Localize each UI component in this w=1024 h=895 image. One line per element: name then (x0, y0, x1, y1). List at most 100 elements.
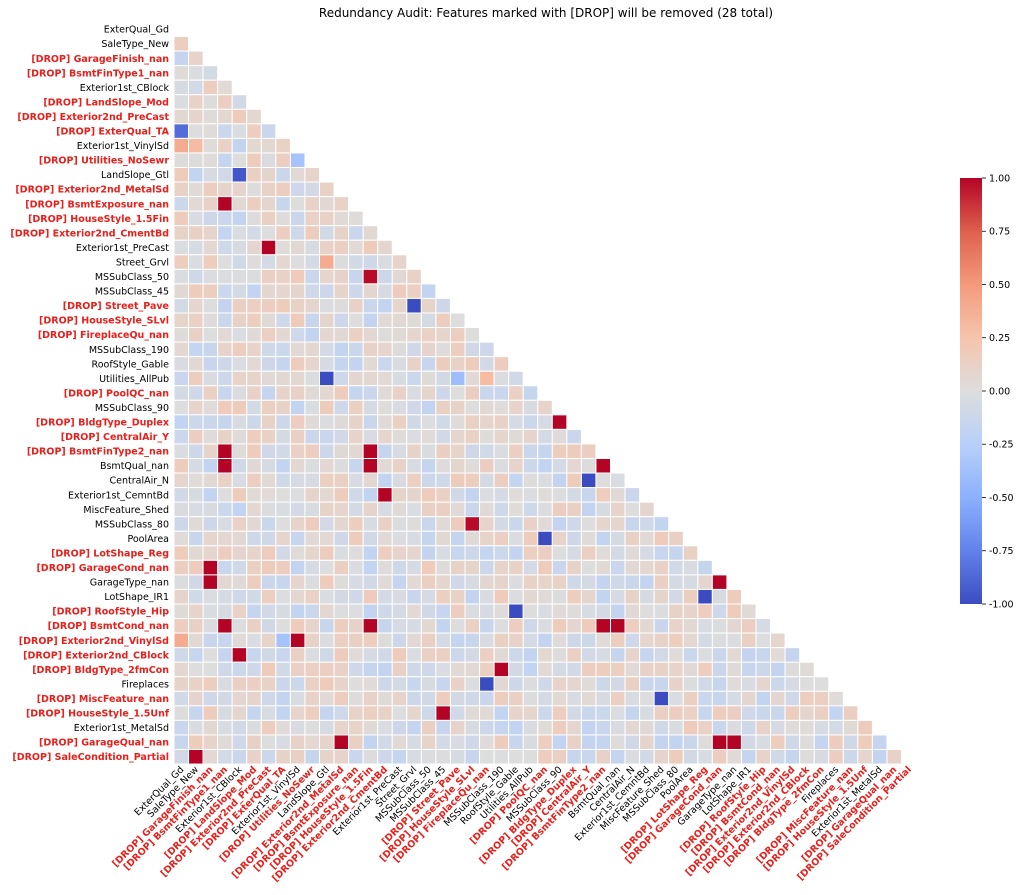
heatmap-cell (188, 356, 204, 372)
heatmap-cell (231, 588, 248, 605)
heatmap-cell (493, 647, 510, 663)
heatmap-cell (508, 545, 524, 561)
heatmap-cell (391, 327, 408, 343)
heatmap-cell (188, 443, 204, 460)
heatmap-cell (813, 749, 830, 765)
heatmap-cell (319, 399, 335, 416)
heatmap-cell (173, 414, 190, 430)
heatmap-cell (668, 618, 684, 634)
heatmap-cell (260, 574, 277, 590)
heatmap-cell (377, 705, 393, 721)
heatmap-cell (304, 516, 321, 532)
heatmap-cell (319, 196, 335, 212)
heatmap-cell (173, 530, 190, 547)
heatmap-cell (333, 443, 350, 460)
heatmap-cell (217, 618, 233, 634)
heatmap-cell (726, 632, 742, 649)
heatmap-cell (319, 458, 335, 474)
heatmap-cell (275, 283, 291, 299)
heatmap-cell (435, 487, 451, 503)
heatmap-cell (493, 603, 510, 620)
heatmap-cell (508, 734, 524, 751)
heatmap-cell (595, 487, 612, 503)
heatmap-cell (377, 283, 393, 299)
heatmap-cell (173, 65, 190, 81)
heatmap-cell (188, 472, 204, 489)
heatmap-cell (537, 705, 553, 721)
heatmap-cell (202, 312, 219, 329)
heatmap-cell (260, 530, 277, 547)
heatmap-cell (246, 487, 262, 503)
heatmap-cell (275, 458, 291, 474)
heatmap-cell (580, 719, 597, 736)
heatmap-cell (260, 268, 277, 285)
heatmap-cell (726, 647, 742, 663)
heatmap-cell (202, 734, 219, 751)
heatmap-cell (246, 239, 262, 256)
heatmap-cell (377, 690, 393, 707)
heatmap-cell (435, 356, 451, 372)
heatmap-cell (231, 399, 248, 416)
heatmap-cell (289, 647, 306, 663)
heatmap-cell (464, 516, 481, 532)
heatmap-cell (173, 225, 190, 241)
heatmap-cell (289, 297, 306, 314)
heatmap-cell (275, 734, 291, 751)
heatmap-cell (391, 487, 408, 503)
heatmap-cell (362, 530, 379, 547)
heatmap-cell (595, 458, 612, 474)
heatmap-cell (173, 341, 190, 358)
heatmap-cell (391, 428, 408, 445)
colorbar-tick-label: -1.00 (989, 599, 1014, 610)
heatmap-cell (420, 501, 437, 518)
heatmap-cell (406, 443, 422, 460)
heatmap-cell (668, 734, 684, 751)
y-tick-label: [DROP] BldgType_Duplex (36, 418, 169, 429)
heatmap-cell (202, 152, 219, 168)
heatmap-cell (697, 559, 713, 576)
heatmap-cell (231, 618, 248, 634)
heatmap-cell (260, 588, 277, 605)
heatmap-cell (173, 283, 190, 299)
heatmap-cell (697, 734, 713, 751)
heatmap-cell (231, 632, 248, 649)
y-tick-label: [DROP] GarageFinish_nan (31, 54, 169, 65)
heatmap-cell (391, 749, 408, 765)
heatmap-cell (319, 254, 335, 270)
heatmap-cell (362, 487, 379, 503)
heatmap-cell (449, 574, 466, 590)
heatmap-cell (726, 690, 742, 707)
heatmap-cell (333, 458, 350, 474)
heatmap-cell (522, 443, 539, 460)
heatmap-cell (231, 574, 248, 590)
heatmap-cell (202, 661, 219, 678)
heatmap-cell (289, 603, 306, 620)
heatmap-cell (217, 356, 233, 372)
heatmap-cell (231, 472, 248, 489)
heatmap-cell (319, 734, 335, 751)
heatmap-cell (639, 603, 655, 620)
heatmap-cell (464, 458, 481, 474)
heatmap-cell (202, 618, 219, 634)
heatmap-cell (362, 399, 379, 416)
heatmap-cell (566, 676, 582, 692)
heatmap-cell (508, 530, 524, 547)
heatmap-cell (362, 661, 379, 678)
heatmap-cell (464, 545, 481, 561)
heatmap-cell (566, 618, 582, 634)
heatmap-cell (406, 618, 422, 634)
heatmap-cell (653, 719, 670, 736)
heatmap-cell (188, 603, 204, 620)
heatmap-cell (217, 749, 233, 765)
heatmap-cell (508, 603, 524, 620)
heatmap-cell (362, 705, 379, 721)
heatmap-cell (188, 588, 204, 605)
y-tick-label: Fireplaces (122, 679, 170, 690)
heatmap-cell (770, 690, 786, 707)
heatmap-cell (464, 632, 481, 649)
heatmap-cell (348, 458, 364, 474)
heatmap-cell (668, 559, 684, 576)
heatmap-cell (391, 385, 408, 401)
heatmap-cell (348, 545, 364, 561)
heatmap-cell (246, 356, 262, 372)
